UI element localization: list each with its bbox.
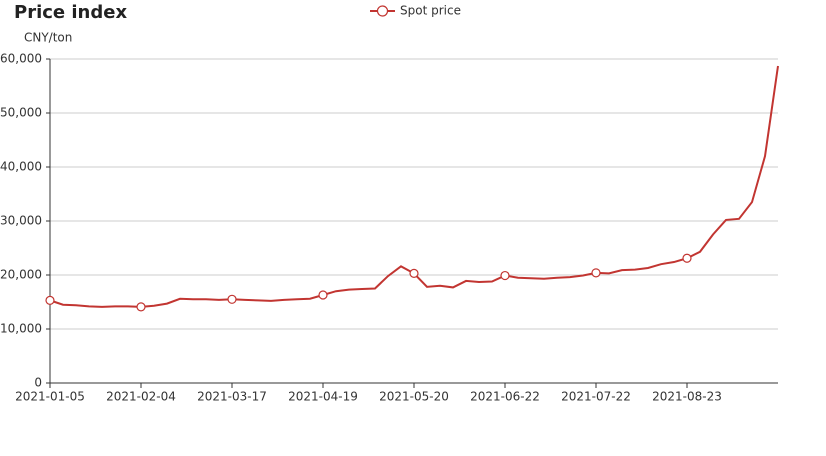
x-tick-label: 2021-02-04 <box>106 390 176 404</box>
point <box>591 268 601 278</box>
point <box>45 295 55 305</box>
legend-label: Spot price <box>400 4 461 18</box>
y-tick-label: 0 <box>34 376 42 390</box>
x-tick-label: 2021-06-22 <box>470 390 540 404</box>
point <box>318 290 328 300</box>
y-tick-label: 30,000 <box>0 214 42 228</box>
point <box>682 253 692 263</box>
y-tick-label: 40,000 <box>0 160 42 174</box>
point <box>500 270 510 281</box>
x-tick-label: 2021-08-23 <box>652 390 722 404</box>
point <box>409 268 419 278</box>
legend-marker <box>376 5 389 17</box>
y-axis-label: CNY/ton <box>24 31 72 45</box>
y-tick-label: 10,000 <box>0 322 42 336</box>
x-tick-label: 2021-01-05 <box>15 390 85 404</box>
x-tick-label: 2021-03-17 <box>197 390 267 404</box>
x-tick-label: 2021-04-19 <box>288 390 358 404</box>
y-tick-label: 20,000 <box>0 268 42 282</box>
point <box>227 294 237 304</box>
chart-title: Price index <box>14 2 127 23</box>
x-tick-label: 2021-05-20 <box>379 390 449 404</box>
y-tick-label: 50,000 <box>0 106 42 120</box>
y-tick-label: 60,000 <box>0 52 42 66</box>
point <box>136 302 146 312</box>
x-tick-label: 2021-07-22 <box>561 390 631 404</box>
